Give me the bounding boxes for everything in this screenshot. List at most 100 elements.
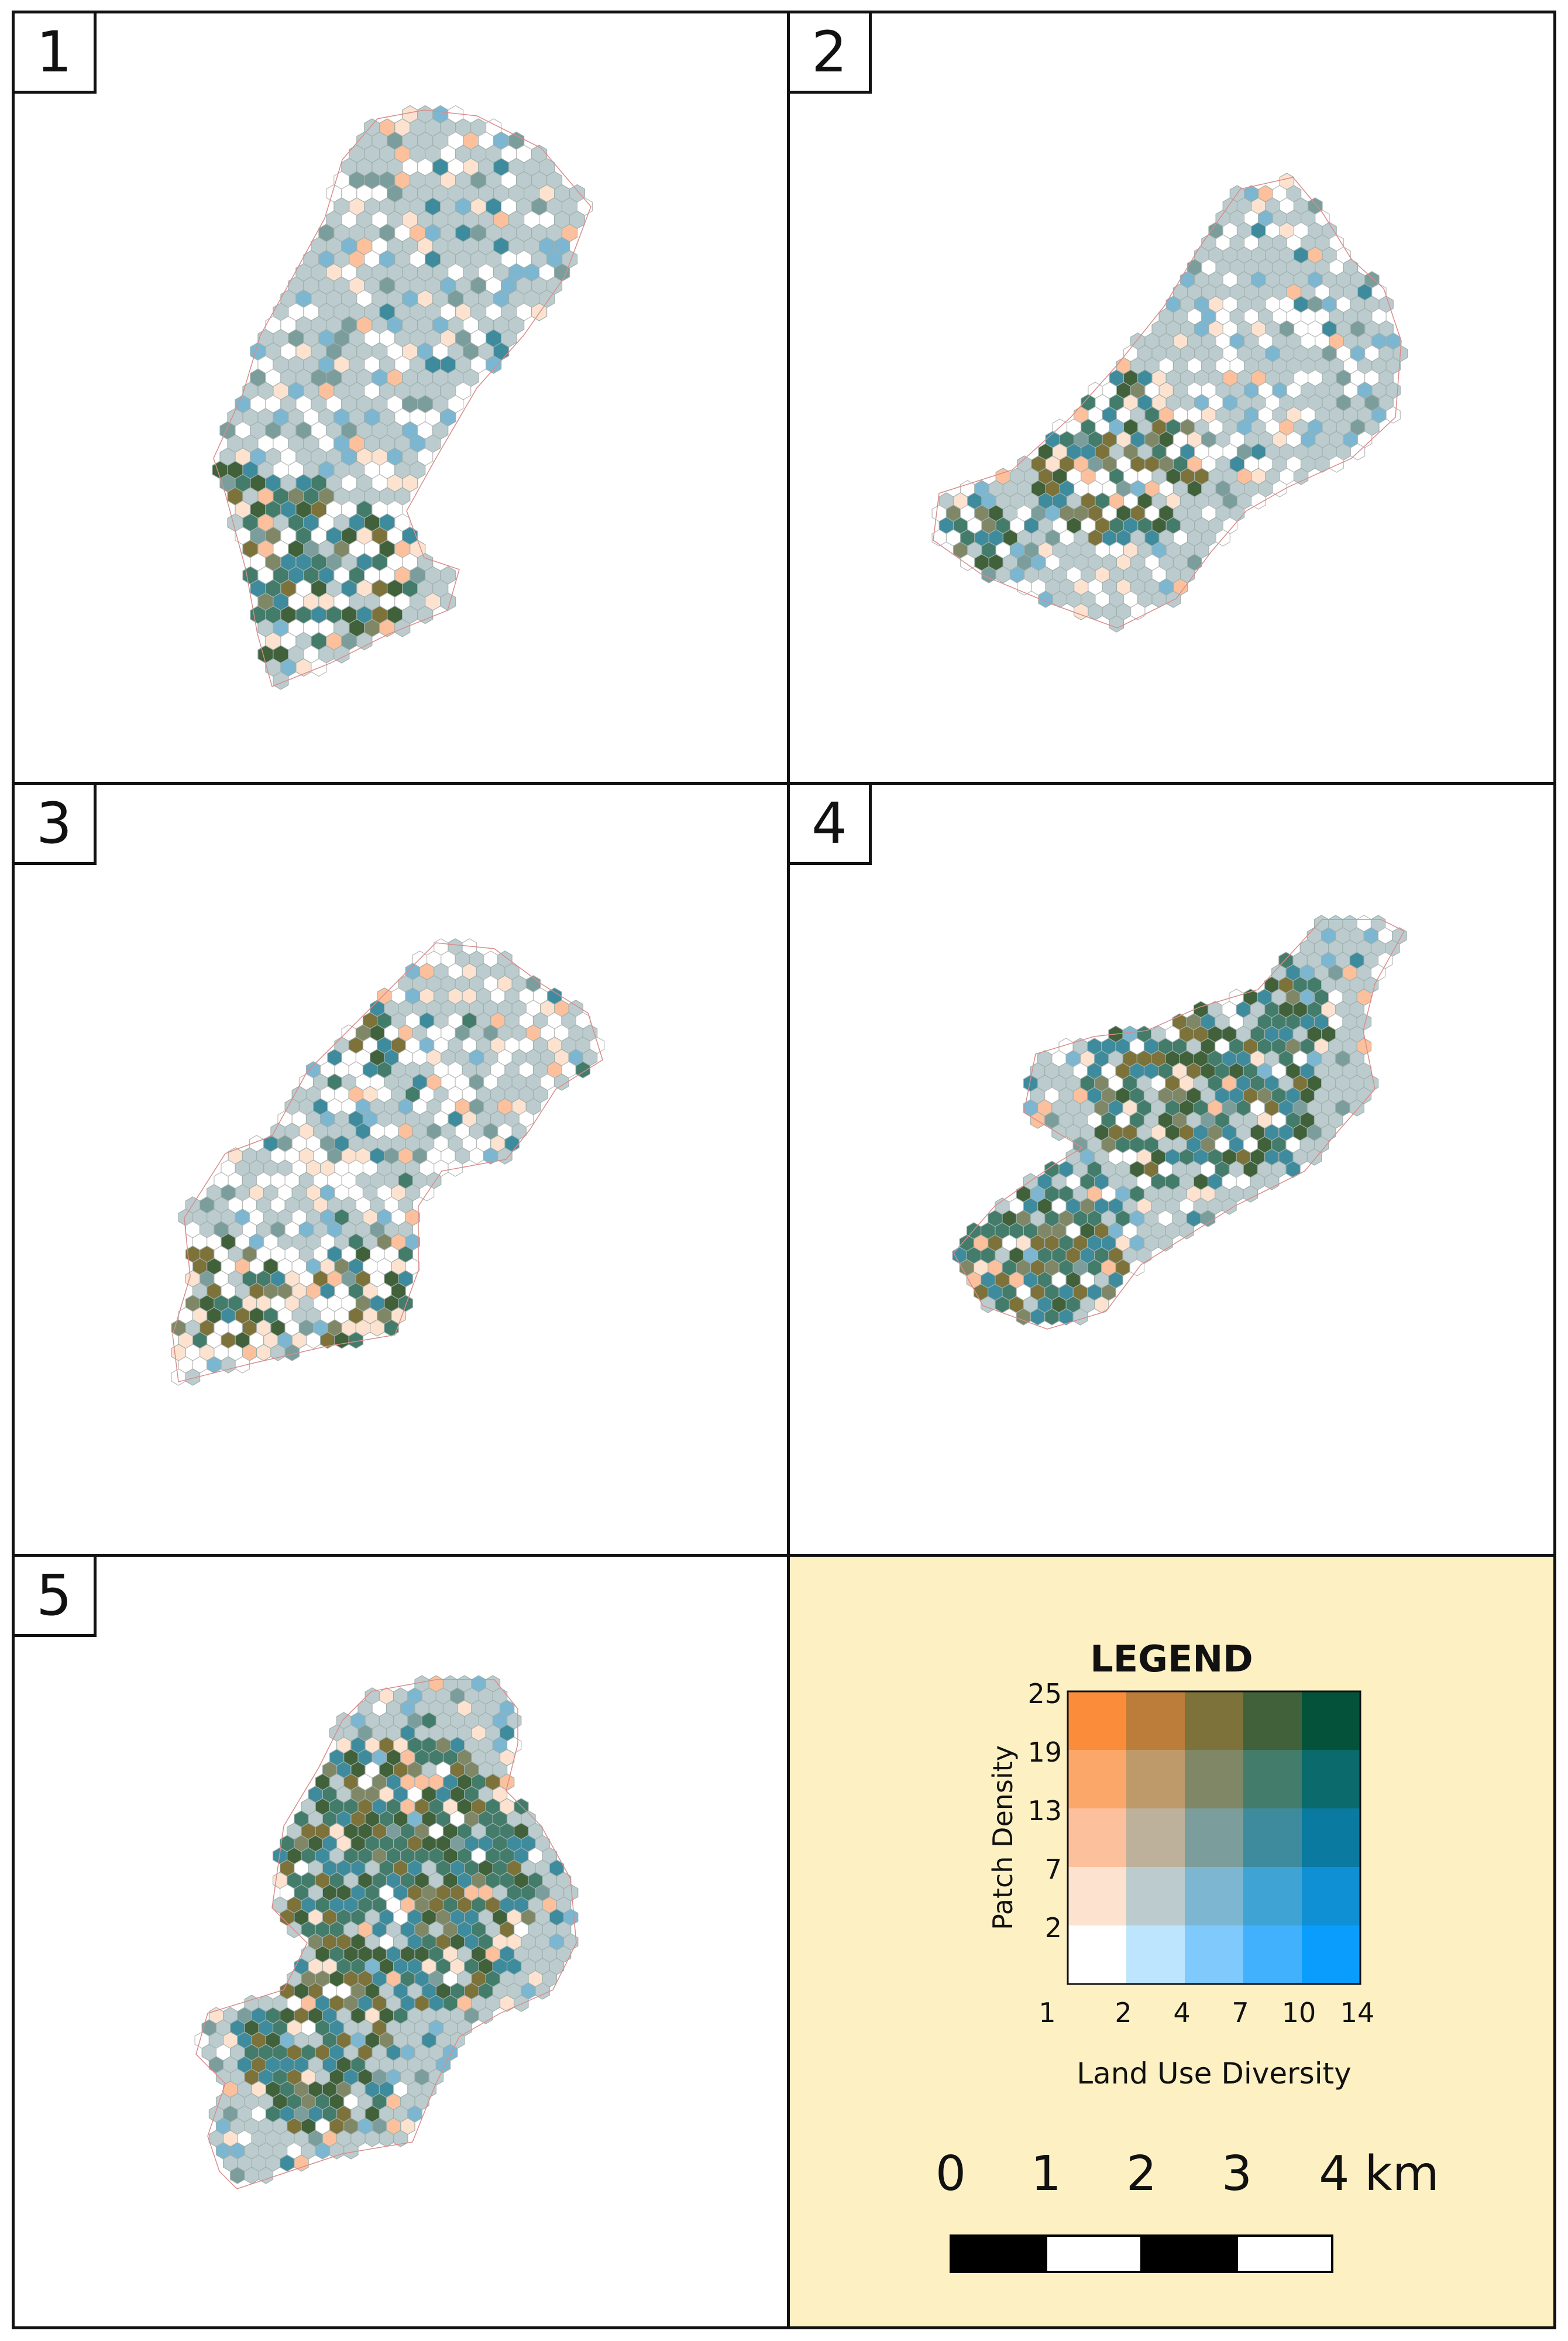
hex-cell (294, 2154, 309, 2172)
legend-y-tick: 13 (1027, 1795, 1062, 1827)
legend-cell (1185, 1750, 1243, 1808)
district-map-4 (952, 915, 1407, 1330)
legend-grid-border (1067, 1690, 1361, 1985)
hex-cell (1243, 1185, 1258, 1203)
scale-bar-segment (950, 2234, 1047, 2273)
hex-cell (535, 1982, 550, 2000)
map-panel-5: 5 (15, 1557, 787, 2326)
legend-cell (1185, 1691, 1243, 1750)
district-boundary (953, 919, 1405, 1330)
hex-cell (1072, 1308, 1088, 1326)
hex-grid (194, 1675, 579, 2184)
hex-cell (384, 1319, 399, 1337)
hex-grid (931, 173, 1408, 633)
legend-cell (1302, 1750, 1360, 1808)
hex-cell (448, 1159, 463, 1177)
legend-cell (1068, 1691, 1126, 1750)
legend-cell (1126, 1808, 1185, 1867)
legend-cell (1243, 1867, 1302, 1925)
legend-x-axis-label: Land Use Diversity (1077, 2057, 1352, 2091)
legend-cell (1243, 1750, 1302, 1808)
scale-bar-label: 2 (1126, 2146, 1157, 2202)
hex-grid (212, 105, 593, 690)
hex-grid (952, 915, 1407, 1326)
legend-cell (1126, 1691, 1185, 1750)
hex-cell (393, 2130, 408, 2147)
legend-cell (1126, 1925, 1185, 1984)
hex-cell (1306, 1148, 1322, 1166)
panel-number-2: 2 (790, 13, 872, 94)
hex-cell (554, 1073, 569, 1091)
hex-cell (1293, 468, 1309, 485)
hex-cell (1165, 591, 1181, 608)
hex-cell (1349, 1099, 1364, 1117)
hex-cell (1179, 1222, 1194, 1240)
scale-bar-segment (1140, 2234, 1238, 2273)
legend-cell (1068, 1808, 1126, 1867)
scale-bar-label: 3 (1222, 2146, 1252, 2202)
legend-x-tick: 1 (1039, 1997, 1055, 2028)
scale-bar-segment (1045, 2234, 1143, 2273)
hex-cell (1329, 455, 1344, 473)
hex-cell (1129, 1259, 1145, 1276)
legend-panel: LEGEND 25 19 13 7 2 1 2 4 7 10 14 Patch Density Land… (790, 1557, 1553, 2326)
legend-y-tick: 2 (1045, 1912, 1062, 1944)
hex-cell (343, 2142, 359, 2160)
hex-cell (1385, 406, 1401, 424)
hex-cell (258, 2167, 274, 2184)
scale-bar-label: 4 km (1319, 2146, 1439, 2202)
legend-y-tick: 25 (1027, 1678, 1062, 1710)
district-map-3 (171, 938, 605, 1386)
map-panel-3: 3 (15, 785, 787, 1554)
legend-cell (1302, 1691, 1360, 1750)
legend-cell (1302, 1867, 1360, 1925)
hex-cell (235, 1356, 250, 1374)
figure-frame (12, 11, 1556, 2329)
scale-bar-segment (1236, 2234, 1333, 2273)
legend-cell (1185, 1808, 1243, 1867)
legend-cell (1068, 1750, 1126, 1808)
hex-cell (185, 1368, 201, 1386)
legend-cell (1068, 1925, 1126, 1984)
hex-cell (394, 619, 411, 637)
hex-cell (356, 631, 373, 651)
map-panel-2: 2 (790, 13, 1553, 782)
scale-bar-label: 0 (936, 2146, 966, 2202)
legend-x-tick: 10 (1282, 1997, 1316, 2028)
district-boundary (172, 942, 603, 1382)
hex-cell (1109, 615, 1125, 633)
legend-x-tick: 2 (1115, 1997, 1132, 2028)
panel-number-1: 1 (15, 13, 97, 94)
legend-y-tick: 19 (1027, 1736, 1062, 1768)
legend-cell (1126, 1750, 1185, 1808)
panel-divider-horizontal-1 (12, 782, 1556, 785)
scale-bar-label: 1 (1031, 2146, 1061, 2202)
panel-divider-horizontal-2 (12, 1554, 1556, 1557)
panel-number-3: 3 (15, 785, 97, 865)
district-map-1 (212, 105, 593, 690)
district-map-2 (931, 173, 1408, 633)
hex-cell (1285, 1161, 1301, 1178)
hex-cell (514, 1995, 529, 2012)
hex-cell (333, 645, 350, 664)
hex-cell (348, 1331, 364, 1349)
legend-x-tick: 14 (1340, 1997, 1375, 2028)
district-map-5 (194, 1675, 579, 2189)
legend-cell (1243, 1691, 1302, 1750)
district-boundary (195, 1679, 577, 2189)
hex-cell (1222, 1197, 1237, 1215)
legend-title: LEGEND (1090, 1638, 1253, 1680)
legend-x-tick: 4 (1173, 1997, 1190, 2028)
legend-y-tick: 7 (1045, 1853, 1062, 1885)
hex-cell (1272, 480, 1287, 497)
hex-cell (417, 605, 434, 624)
legend-cell (1302, 1808, 1360, 1867)
legend-cell (1243, 1808, 1302, 1867)
hex-grid (171, 938, 605, 1386)
district-boundary (213, 109, 592, 688)
map-panel-4: 4 (790, 785, 1553, 1554)
legend-cell (1126, 1867, 1185, 1925)
hex-cell (1251, 492, 1266, 510)
district-boundary (933, 177, 1402, 629)
